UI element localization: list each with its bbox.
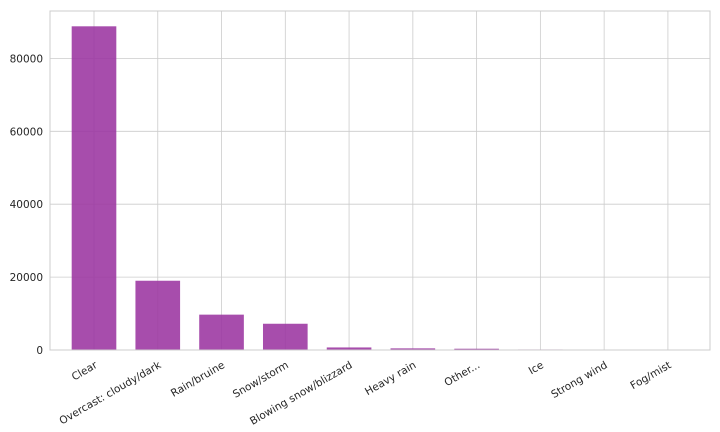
y-tick-label: 20000 xyxy=(10,272,43,284)
x-tick-label: Snow/storm xyxy=(231,359,291,401)
y-tick-label: 80000 xyxy=(10,53,43,65)
bar-0 xyxy=(71,26,117,350)
y-axis: 0 20000 40000 60000 80000 xyxy=(10,53,43,357)
x-tick-label: Overcast: cloudy/dark xyxy=(57,359,164,428)
y-tick-label: 0 xyxy=(36,345,43,357)
bars xyxy=(71,26,691,351)
y-tick-label: 40000 xyxy=(10,199,43,211)
x-tick-label: Clear xyxy=(70,359,100,383)
bar-5 xyxy=(390,348,436,350)
x-tick-label: Strong wind xyxy=(549,359,609,401)
bar-2 xyxy=(199,314,244,350)
bar-6 xyxy=(454,348,499,350)
x-tick-label: Heavy rain xyxy=(363,359,418,398)
plot-frame xyxy=(49,10,711,351)
y-tick-label: 60000 xyxy=(10,126,43,138)
bar-4 xyxy=(326,347,372,350)
x-tick-label: Blowing snow/blizzard xyxy=(248,359,355,427)
x-tick-label: Rain/bruine xyxy=(169,359,227,400)
x-tick-label: Other... xyxy=(442,359,482,389)
bar-1 xyxy=(135,280,181,350)
x-tick-label: Ice xyxy=(527,359,546,377)
bar-3 xyxy=(262,323,308,350)
x-tick-label: Fog/mist xyxy=(628,359,673,392)
